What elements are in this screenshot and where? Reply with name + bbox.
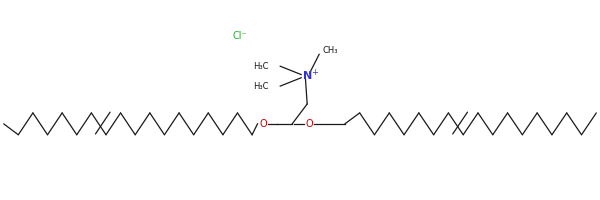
Text: N: N: [302, 71, 312, 81]
Text: Cl⁻: Cl⁻: [233, 31, 247, 41]
Text: CH₃: CH₃: [322, 46, 338, 55]
Text: +: +: [311, 68, 319, 77]
Text: O: O: [259, 119, 266, 129]
Text: O: O: [305, 119, 313, 129]
Text: H₃C: H₃C: [253, 62, 268, 71]
Text: H₃C: H₃C: [253, 82, 268, 91]
